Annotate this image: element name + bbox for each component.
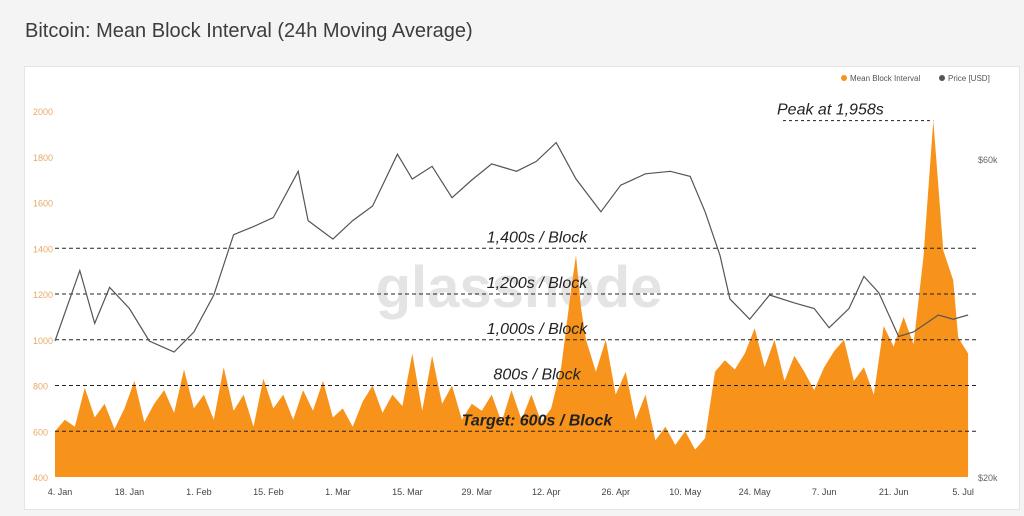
x-tick-label: 7. Jun	[812, 487, 837, 497]
y-left-tick-label: 1000	[33, 336, 53, 346]
x-tick-label: 21. Jun	[879, 487, 909, 497]
legend-entry: Price [USD]	[948, 74, 990, 83]
page-title: Bitcoin: Mean Block Interval (24h Moving…	[25, 20, 473, 42]
y-right-tick-label: $20k	[978, 473, 998, 483]
y-right-tick-label: $60k	[978, 155, 998, 165]
watermark: glassnode	[376, 255, 663, 320]
y-left-tick-label: 1200	[33, 290, 53, 300]
y-left-tick-label: 1800	[33, 153, 53, 163]
x-tick-label: 26. Apr	[601, 487, 630, 497]
y-left-tick-label: 1400	[33, 244, 53, 254]
price-line-group	[54, 141, 969, 353]
x-tick-label: 24. May	[739, 487, 772, 497]
x-tick-label: 18. Jan	[115, 487, 145, 497]
interval-area-group	[55, 120, 969, 477]
reference-lines-group: 1,400s / Block 1,200s / Block 1,000s / Blo…	[55, 229, 978, 432]
y-left-tick-label: 400	[33, 473, 48, 483]
price-line	[54, 141, 969, 353]
legend-marker	[939, 75, 945, 81]
x-tick-label: 10. May	[669, 487, 702, 497]
reference-line-label: 1,000s / Block	[487, 321, 589, 338]
interval-area	[55, 120, 969, 477]
x-tick-label: 15. Mar	[392, 487, 423, 497]
y-left-tick-label: 2000	[33, 107, 53, 117]
legend-entry: Mean Block Interval	[850, 74, 920, 83]
y-left-tick-label: 1600	[33, 199, 53, 209]
y-left-tick-label: 800	[33, 382, 48, 392]
annotations-group: Peak at 1,958s	[777, 102, 934, 122]
legend-marker	[841, 75, 847, 81]
x-tick-label: 4. Jan	[48, 487, 73, 497]
legend[interactable]: Mean Block Interval Price [USD]	[841, 74, 990, 83]
reference-line-label: 1,400s / Block	[487, 229, 589, 246]
x-tick-label: 1. Feb	[186, 487, 212, 497]
x-tick-label: 15. Feb	[253, 487, 284, 497]
reference-line-label: 800s / Block	[493, 367, 581, 384]
reference-line-label: Target: 600s / Block	[462, 412, 614, 429]
peak-annotation: Peak at 1,958s	[777, 102, 884, 119]
reference-line-label: 1,200s / Block	[487, 275, 589, 292]
chart-card: glassnode 1,400s / Block 1,200s / Block 1,…	[24, 66, 1020, 510]
y-left-tick-label: 600	[33, 427, 48, 437]
x-tick-label: 12. Apr	[532, 487, 561, 497]
x-tick-label: 1. Mar	[325, 487, 351, 497]
x-tick-label: 29. Mar	[462, 487, 493, 497]
x-tick-label: 5. Jul	[952, 487, 974, 497]
axes-group: 400 600 800 1000 1200 1400 1600 1800 2000 $20k $60…	[33, 107, 998, 497]
